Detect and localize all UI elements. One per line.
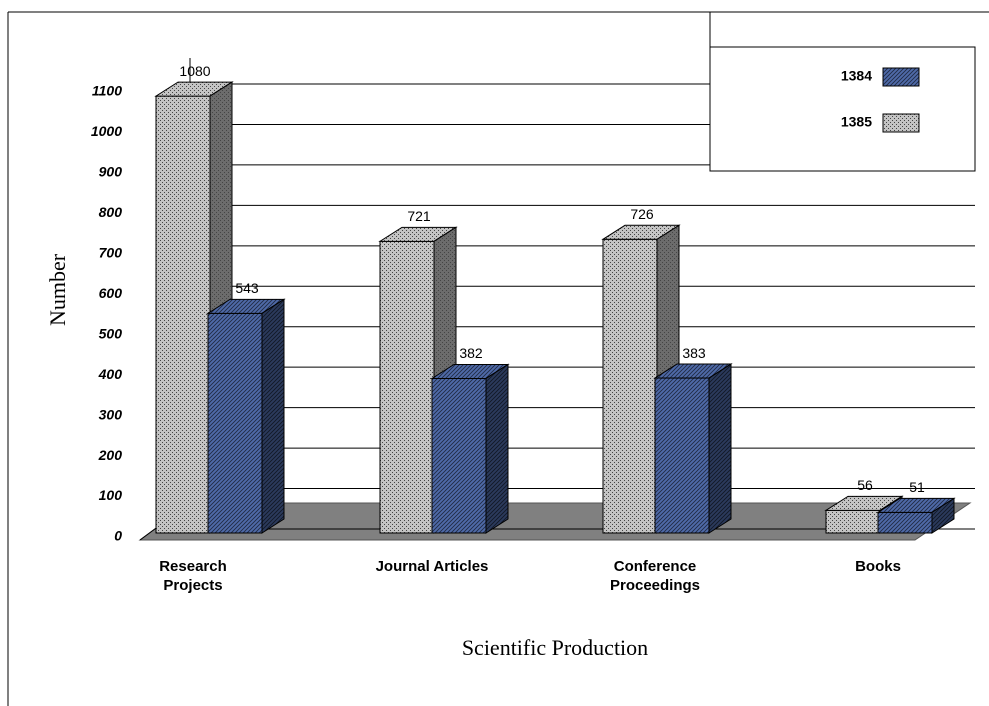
legend-box (709, 46, 976, 172)
value-label: 543 (235, 280, 259, 296)
value-label: 383 (682, 345, 706, 361)
bar (155, 95, 211, 534)
x-axis-title: Scientific Production (462, 635, 648, 660)
bar-side (931, 497, 955, 534)
value-label: 51 (909, 479, 925, 495)
y-tick-label: 700 (99, 245, 123, 261)
x-tick-label: Conference Proceedings (609, 558, 701, 594)
bar (602, 238, 658, 534)
bar-side (485, 363, 509, 534)
y-tick-label: 1000 (91, 123, 122, 139)
bar (207, 312, 263, 534)
y-tick-label: 300 (99, 406, 123, 422)
bar (654, 377, 710, 534)
bar (825, 509, 881, 534)
y-tick-label: 0 (114, 528, 122, 544)
x-tick-label: Research Projects (159, 558, 227, 594)
bar (379, 240, 435, 534)
legend-swatch (882, 113, 920, 133)
y-tick-label: 400 (98, 366, 123, 382)
x-tick-label: Journal Articles (375, 558, 489, 575)
y-tick-label: 1100 (92, 83, 122, 99)
y-tick-label: 200 (98, 447, 123, 463)
y-tick-label: 500 (99, 325, 123, 341)
legend-label: 1385 (841, 114, 872, 130)
value-label: 721 (407, 208, 431, 224)
bar (877, 511, 933, 534)
value-label: 1080 (179, 63, 210, 79)
value-label: 56 (857, 477, 873, 493)
y-axis-title: Number (45, 253, 70, 326)
bar-side (261, 298, 285, 534)
y-tick-label: 900 (99, 164, 123, 180)
y-tick-label: 600 (99, 285, 123, 301)
y-tick-label: 100 (99, 487, 123, 503)
legend-label: 1384 (841, 68, 872, 84)
bar (431, 377, 487, 534)
x-tick-label: Books (855, 558, 901, 575)
y-tick-label: 800 (99, 204, 123, 220)
value-label: 382 (459, 345, 483, 361)
value-label: 726 (630, 206, 654, 222)
legend-swatch (882, 67, 920, 87)
bar-side (708, 363, 732, 534)
